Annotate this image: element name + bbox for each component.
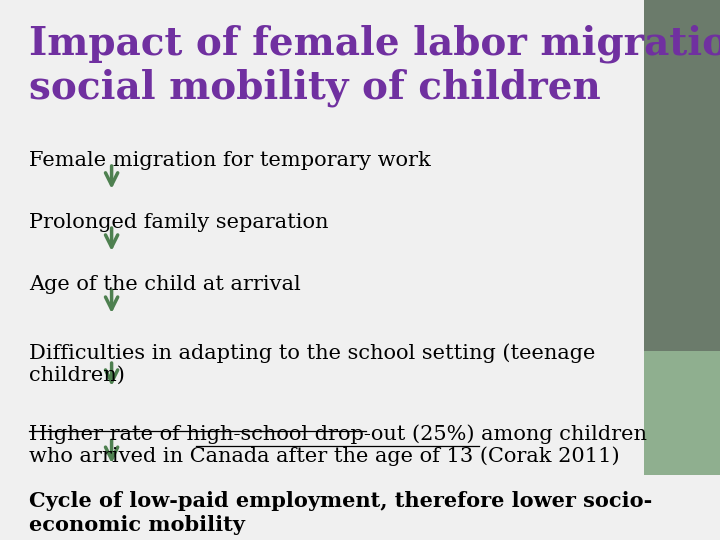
Text: Age of the child at arrival: Age of the child at arrival [29,275,300,294]
Text: Female migration for temporary work: Female migration for temporary work [29,151,431,170]
Text: Cycle of low-paid employment, therefore lower socio-
economic mobility: Cycle of low-paid employment, therefore … [29,491,652,535]
Text: Prolonged family separation: Prolonged family separation [29,213,328,232]
Text: Impact of female labor migration on
social mobility of children: Impact of female labor migration on soci… [29,24,720,107]
Text: Difficulties in adapting to the school setting (teenage
children): Difficulties in adapting to the school s… [29,343,595,384]
Text: Higher rate of high-school drop-out (25%) among children
who arrived in Canada a: Higher rate of high-school drop-out (25%… [29,424,647,467]
